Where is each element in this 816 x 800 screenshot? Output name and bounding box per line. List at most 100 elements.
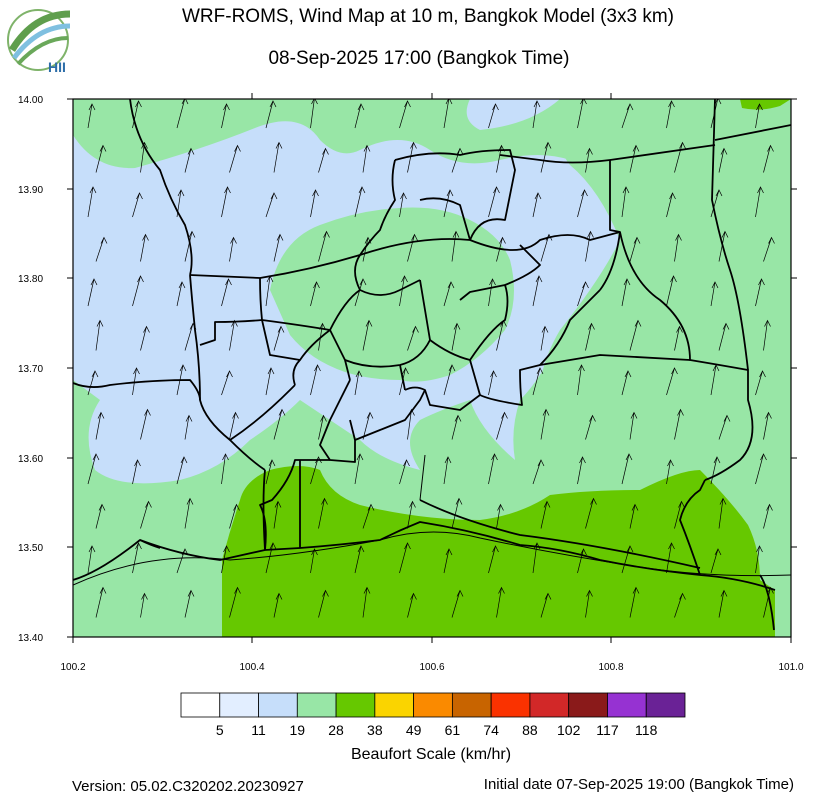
- wind-arrow: [710, 548, 722, 574]
- wind-arrow: [354, 103, 365, 129]
- wind-arrow: [621, 453, 633, 485]
- wind-arrow: [577, 456, 586, 485]
- wind-arrow: [443, 99, 453, 129]
- legend-label: 28: [328, 722, 344, 738]
- wind-arrow: [629, 319, 642, 351]
- wind-arrow: [710, 281, 719, 307]
- wind-arrow: [532, 367, 544, 396]
- wind-arrow: [755, 278, 765, 307]
- legend-colorbar: [180, 692, 686, 718]
- wind-arrow: [585, 147, 593, 173]
- zone-lightblue-west: [73, 99, 300, 165]
- wind-arrow: [621, 545, 634, 574]
- wind-arrow: [87, 453, 100, 485]
- wind-arrow: [532, 100, 541, 129]
- legend-label: 38: [367, 722, 383, 738]
- wind-arrow: [318, 497, 328, 529]
- wind-arrow: [221, 453, 229, 485]
- wind-arrow: [763, 144, 774, 173]
- wind-arrow: [488, 186, 500, 218]
- wind-arrow: [755, 370, 766, 396]
- wind-arrow: [629, 236, 641, 262]
- legend-label: 102: [557, 722, 581, 738]
- wind-arrow: [451, 230, 460, 262]
- wind-arrow: [229, 236, 237, 262]
- wind-arrow: [407, 233, 418, 262]
- wind-arrow: [451, 497, 463, 529]
- wind-arrow: [674, 141, 686, 173]
- wind-arrow: [354, 453, 364, 485]
- wind-arrow: [629, 586, 640, 618]
- wind-arrow: [87, 545, 96, 574]
- hii-logo: HII: [7, 9, 71, 75]
- wind-arrow: [229, 411, 239, 440]
- wind-arrow: [674, 592, 686, 618]
- wind-arrow: [184, 147, 195, 173]
- wind-arrow: [629, 503, 639, 529]
- wind-arrow: [666, 542, 675, 574]
- legend-swatch: [374, 692, 415, 718]
- wind-arrow: [273, 233, 284, 262]
- wind-arrow: [621, 370, 632, 396]
- version-text: Version: 05.02.C320202.20230927: [72, 778, 304, 795]
- wind-arrow: [95, 411, 105, 440]
- wind-arrow: [354, 278, 367, 307]
- wind-arrow: [674, 325, 683, 351]
- wind-arrow: [407, 141, 417, 173]
- wind-arrow: [710, 189, 723, 218]
- wind-arrow: [362, 503, 375, 529]
- wind-arrow: [763, 503, 773, 529]
- zone-lightblue-top: [330, 99, 560, 130]
- legend-swatch: [219, 692, 259, 718]
- wind-arrow: [87, 103, 96, 129]
- wind-arrow: [354, 186, 366, 218]
- lat-tick: 13.70: [18, 364, 43, 375]
- wind-arrow: [354, 545, 365, 574]
- wind-arrow: [132, 542, 142, 574]
- wind-arrow: [488, 278, 496, 307]
- wind-arrow: [265, 192, 278, 218]
- wind-arrow: [585, 589, 593, 618]
- wind-arrow: [666, 459, 674, 485]
- lat-tick: 13.60: [18, 454, 43, 465]
- wind-arrow: [399, 100, 411, 129]
- wind-arrow: [132, 367, 140, 396]
- logo-text: HII: [48, 59, 66, 75]
- wind-arrow: [496, 586, 505, 618]
- lat-tick: 13.80: [18, 274, 43, 285]
- wind-arrow: [140, 325, 150, 351]
- wind-arrow: [265, 542, 277, 574]
- legend-label: 19: [289, 722, 306, 738]
- wind-arrow: [87, 186, 97, 218]
- lon-tick: 100.6: [419, 662, 444, 673]
- wind-arrow: [666, 367, 678, 396]
- wind-arrow: [755, 453, 767, 485]
- wind-arrow: [229, 586, 241, 618]
- lon-tick: 100.8: [598, 662, 623, 673]
- wind-arrow: [407, 500, 416, 529]
- legend-swatch: [529, 692, 570, 718]
- wind-arrow: [140, 500, 152, 529]
- wind-arrow: [763, 319, 771, 351]
- legend-swatch: [568, 692, 608, 718]
- wind-arrow: [132, 192, 143, 218]
- lat-tick: 13.40: [18, 633, 43, 644]
- map-subtitle: 08-Sep-2025 17:00 (Bangkok Time): [268, 48, 570, 69]
- lat-tick: 13.50: [18, 543, 43, 554]
- wind-arrow: [629, 144, 640, 173]
- wind-arrow: [621, 278, 631, 307]
- wind-arrow: [95, 144, 107, 173]
- wind-arrow: [674, 408, 684, 440]
- legend-label: 118: [635, 722, 658, 738]
- wind-arrow: [265, 100, 277, 129]
- lon-tick: 101.0: [778, 662, 803, 673]
- wind-arrow: [310, 99, 318, 129]
- wind-arrow: [577, 99, 587, 129]
- wind-arrow: [540, 141, 552, 173]
- wind-arrow: [451, 414, 462, 440]
- wind-arrow: [585, 230, 594, 262]
- wind-arrow: [496, 411, 508, 440]
- legend-label: 49: [405, 722, 422, 738]
- wind-arrow: [755, 186, 764, 218]
- roads: [73, 454, 791, 586]
